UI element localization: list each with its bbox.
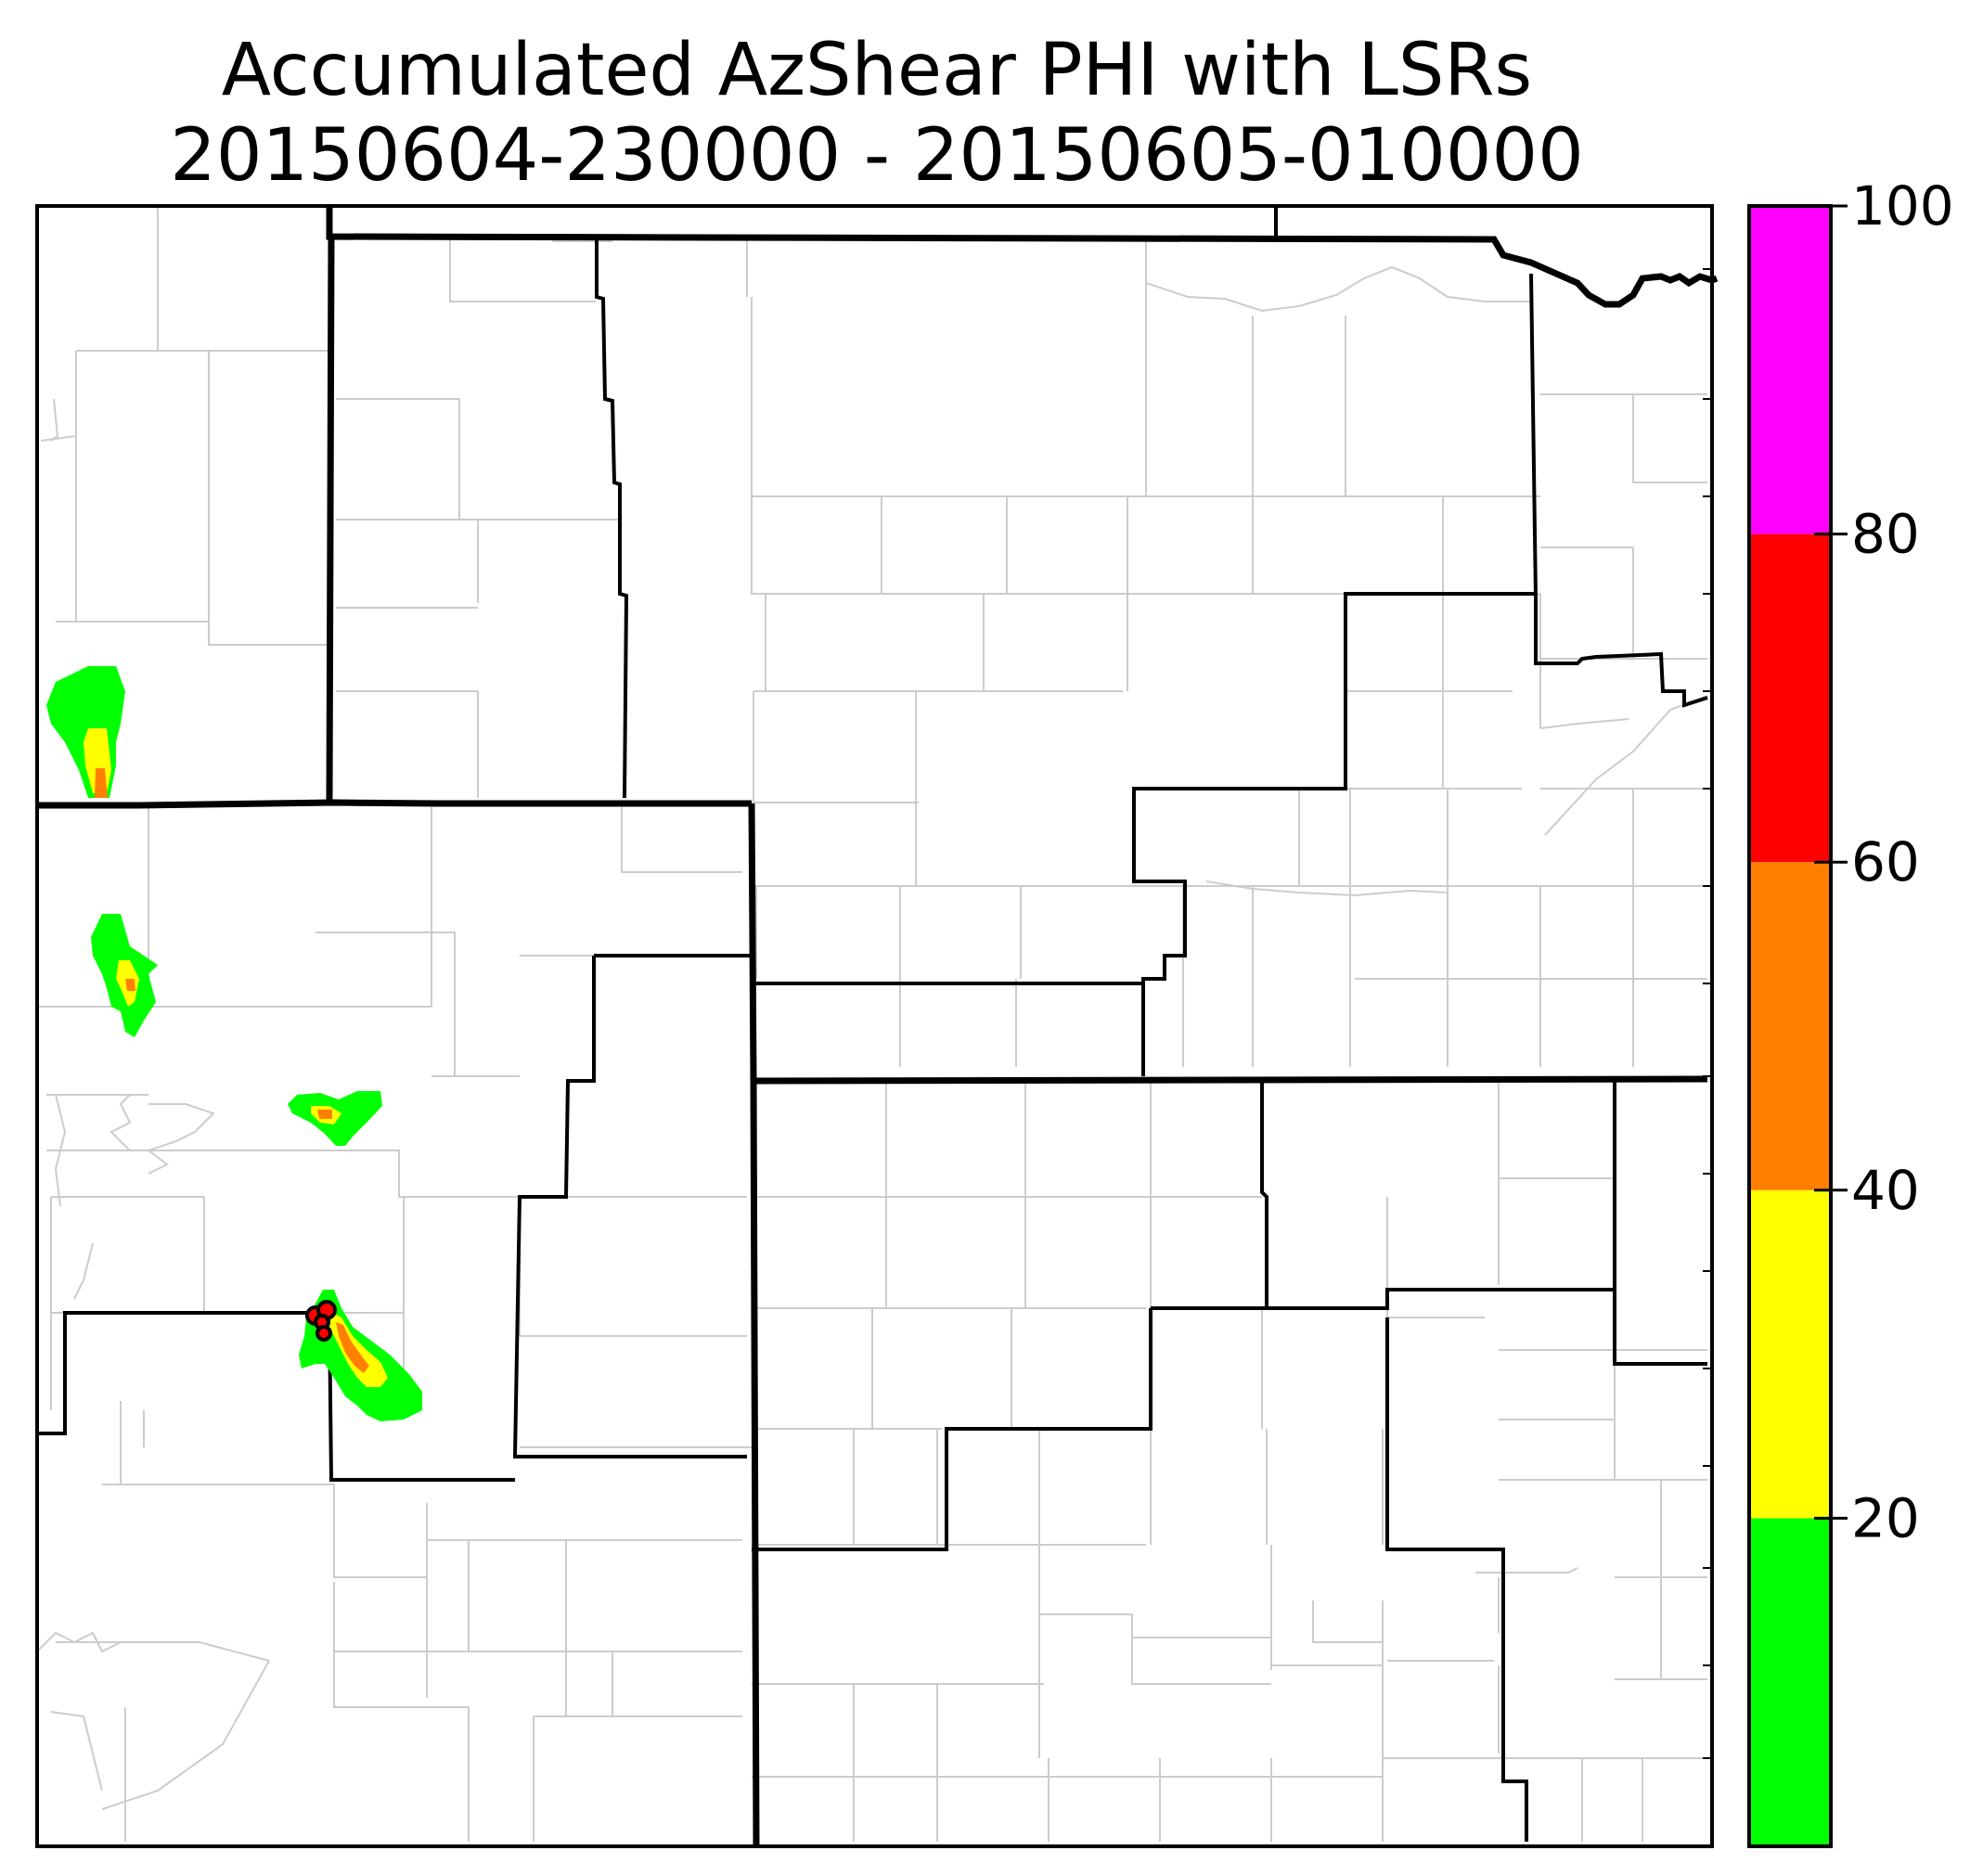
county-boundaries — [36, 206, 1708, 1842]
title-line-1: Accumulated AzShear PHI with LSRs — [221, 29, 1533, 112]
colorbar-tick-label: 100 — [1851, 174, 1954, 238]
colorbar-bin — [1749, 533, 1831, 863]
colorbar-tick-label: 40 — [1851, 1159, 1920, 1222]
colorbar-frame — [1747, 204, 1833, 1848]
map-frame — [35, 204, 1714, 1848]
swath-1 — [46, 666, 125, 798]
colorbar-tick-label: 20 — [1851, 1486, 1920, 1549]
colorbar-tick-label: 80 — [1851, 503, 1920, 566]
title-line-2: 20150604-230000 - 20150605-010000 — [170, 114, 1584, 198]
lsr-marker[interactable] — [315, 1325, 332, 1342]
colorbar: 20 40 60 80 100 — [1747, 174, 1954, 1848]
azshear-accumulation — [46, 666, 422, 1421]
colorbar-bin — [1749, 862, 1831, 1190]
state-boundaries — [39, 206, 1719, 1847]
swath-2 — [91, 914, 158, 1037]
colorbar-tick-label: 60 — [1851, 830, 1920, 893]
swath-3 — [288, 1091, 382, 1146]
colorbar-bin — [1749, 206, 1831, 534]
colorbar-bin — [1749, 1518, 1831, 1846]
colorbar-bin — [1749, 1189, 1831, 1519]
map-title: Accumulated AzShear PHI with LSRs 201506… — [0, 28, 1754, 199]
frame-ticks — [1703, 268, 1712, 1759]
cwa-boundaries — [37, 204, 1708, 1842]
lsr-reports — [305, 1300, 337, 1342]
